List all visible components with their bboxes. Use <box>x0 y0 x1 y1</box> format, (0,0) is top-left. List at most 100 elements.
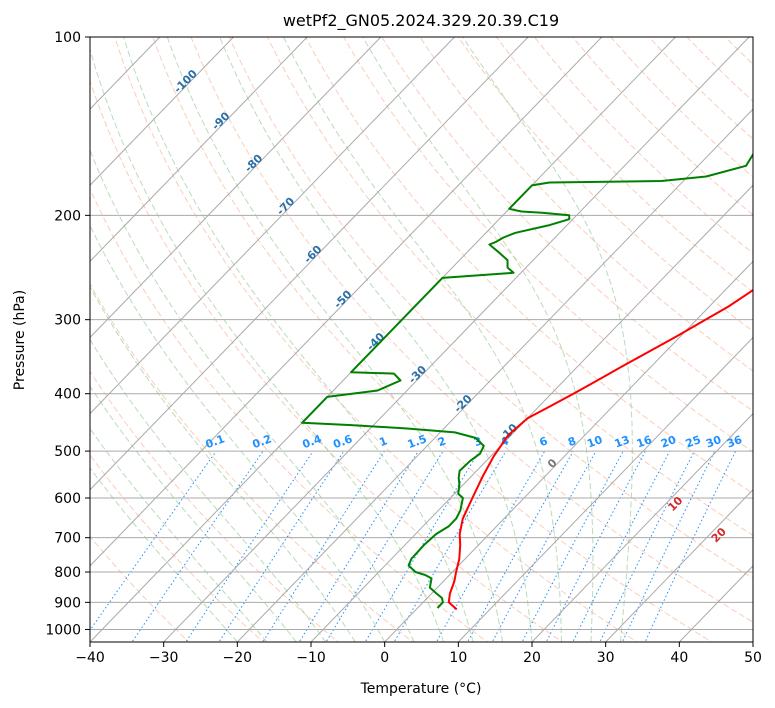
x-tick-label: 30 <box>597 650 615 666</box>
moist-adiabat <box>462 37 633 642</box>
dry-adiabat <box>304 37 753 494</box>
dry-adiabat <box>152 37 713 642</box>
moist-adiabat <box>90 47 445 642</box>
moist-adiabat-label: -100 <box>171 67 200 96</box>
moist-adiabat-label: -70 <box>274 194 297 217</box>
moist-adiabat-label: -30 <box>406 363 429 386</box>
moist-adiabat <box>90 385 297 642</box>
mixing-ratio-label: 10 <box>585 433 604 451</box>
mixing-ratio-label: 0.6 <box>331 432 354 451</box>
dry-adiabat <box>266 37 753 537</box>
y-axis-label: Pressure (hPa) <box>12 290 28 390</box>
mixing-ratio-label: 0.1 <box>204 432 227 451</box>
dry-adiabat <box>90 454 265 642</box>
mixing-ratio-label: 0.4 <box>301 432 324 451</box>
dry-adiabat-label: 30 <box>756 553 775 573</box>
isotherm <box>605 489 753 642</box>
mixing-ratio-label: 8 <box>566 434 578 449</box>
mixing-ratio-line <box>218 450 345 642</box>
isotherm <box>752 641 753 642</box>
x-tick-label: −10 <box>296 650 326 666</box>
y-tick-label: 500 <box>54 444 81 460</box>
isotherm <box>457 336 753 642</box>
moist-adiabat-label: -60 <box>301 242 324 265</box>
dry-adiabat <box>534 37 753 254</box>
mixing-ratio-line <box>325 450 444 642</box>
isotherm <box>90 37 455 415</box>
y-tick-label: 600 <box>54 491 81 507</box>
x-tick-label: 0 <box>380 650 389 666</box>
y-tick-label: 900 <box>54 595 81 611</box>
x-tick-label: 50 <box>744 650 762 666</box>
isotherm <box>310 184 753 642</box>
mixing-ratio-line <box>621 450 716 642</box>
mixing-ratio-line <box>599 450 695 642</box>
dry-adiabat <box>90 282 414 642</box>
x-tick-label: 20 <box>523 650 541 666</box>
y-tick-label: 400 <box>54 387 81 403</box>
isotherm <box>531 412 753 642</box>
y-tick-label: 800 <box>54 565 81 581</box>
isotherm <box>90 37 308 263</box>
dry-adiabat <box>228 37 753 579</box>
mixing-ratio-label: 6 <box>538 434 550 449</box>
dry-adiabat <box>190 37 753 623</box>
moist-adiabat <box>90 427 268 642</box>
dry-adiabat <box>90 535 190 642</box>
x-tick-label: 40 <box>670 650 688 666</box>
mixing-ratio-line <box>572 450 671 642</box>
mixing-ratio-label: 2 <box>436 434 448 449</box>
moist-adiabat-label: -20 <box>451 392 474 415</box>
mixing-ratio-label: 1.5 <box>406 432 429 451</box>
dry-adiabat <box>343 37 753 453</box>
dewpoint-line <box>301 152 753 609</box>
dry-adiabat <box>495 37 753 293</box>
moist-adiabat <box>90 285 356 642</box>
isotherm <box>90 37 234 186</box>
x-tick-label: −30 <box>149 650 179 666</box>
moist-adiabat-label: -80 <box>242 152 265 175</box>
mixing-ratio-line <box>298 450 419 642</box>
mixing-ratio-line <box>491 450 597 642</box>
moist-adiabat <box>90 338 327 642</box>
x-tick-label: −40 <box>75 650 105 666</box>
mixing-ratio-line <box>545 450 646 642</box>
axis-ticks: −40 −30 −20 −10 0 10 20 30 40 5010020030040050060… <box>45 30 762 666</box>
mixing-ratio-label: 0.2 <box>251 432 274 451</box>
isotherm <box>236 108 753 642</box>
mixing-ratio-label: 25 <box>684 433 703 450</box>
moist-adiabat <box>283 37 562 642</box>
y-tick-label: 100 <box>54 30 81 46</box>
mixing-ratio-line <box>644 450 737 642</box>
dry-adiabat <box>763 37 775 644</box>
dry-adiabat <box>419 37 753 372</box>
mixing-ratio-label: 16 <box>635 433 654 451</box>
dry-adiabat <box>686 37 753 103</box>
profile-lines <box>301 152 753 611</box>
moist-adiabat <box>219 37 533 642</box>
mixing-ratio-line <box>393 450 507 642</box>
mixing-ratio-line <box>90 450 217 632</box>
dry-adiabat-label: 20 <box>709 525 729 545</box>
y-tick-label: 1000 <box>45 622 81 638</box>
y-tick-label: 300 <box>54 313 81 329</box>
mixing-ratio-label: 13 <box>613 433 632 450</box>
mixing-ratio-line <box>185 450 314 642</box>
moist-adiabat-label: -50 <box>331 288 354 311</box>
mixing-ratio-label: 1 <box>378 434 390 449</box>
dry-adiabat <box>90 188 489 642</box>
temperature-line <box>447 288 753 611</box>
dry-adiabat-label: 10 <box>665 494 685 514</box>
chart-title: wetPf2_GN05.2024.329.20.39.C19 <box>283 11 559 31</box>
mixing-ratio-label: 30 <box>704 433 723 451</box>
mixing-ratio-line <box>262 450 385 642</box>
mixing-ratio-line <box>131 450 264 642</box>
isotherm <box>163 37 750 642</box>
dry-adiabat <box>457 37 753 332</box>
moist-adiabat <box>90 467 238 642</box>
isotherm <box>384 260 753 642</box>
mixing-ratio-line <box>435 450 546 642</box>
moist-adiabat <box>90 224 386 642</box>
x-tick-label: 10 <box>449 650 467 666</box>
